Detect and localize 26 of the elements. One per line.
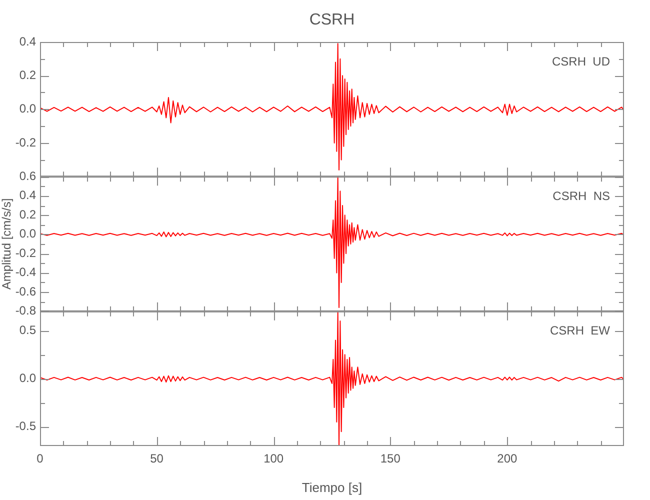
y-tick-label: -0.6: [15, 284, 36, 298]
y-tick-label: 0.6: [19, 168, 36, 183]
x-tick-label: 200: [497, 452, 518, 466]
y-tick-label: -0.5: [15, 419, 36, 434]
y-tick-label: -0.4: [15, 265, 36, 280]
chart-title: CSRH: [309, 11, 355, 28]
y-tick-label: -0.2: [15, 246, 36, 260]
y-tick-label: 0.2: [19, 207, 36, 222]
x-tick-label: 0: [36, 452, 44, 466]
x-tick-label: 150: [380, 452, 401, 466]
y-tick-label: -0.2: [15, 135, 36, 150]
annotation: CSRH UD: [552, 54, 610, 68]
y-tick-label: -0.8: [15, 304, 36, 318]
annotation: CSRH NS: [552, 188, 610, 203]
y-tick-label: 0.0: [19, 102, 36, 116]
y-tick-label: 0.5: [19, 322, 36, 337]
y-tick-label: 0.0: [19, 370, 36, 385]
annotation: CSRH EW: [550, 324, 611, 338]
x-axis-title: Tiempo [s]: [302, 480, 362, 495]
x-tick-label: 50: [150, 452, 164, 466]
x-tick-label: 100: [264, 452, 284, 466]
y-axis-title: Amplitud [cm/s/s]: [0, 198, 14, 290]
y-tick-label: 0.4: [19, 34, 36, 48]
y-tick-label: 0.0: [19, 226, 36, 241]
y-tick-label: 0.4: [19, 188, 36, 202]
y-tick-label: 0.2: [19, 68, 36, 82]
